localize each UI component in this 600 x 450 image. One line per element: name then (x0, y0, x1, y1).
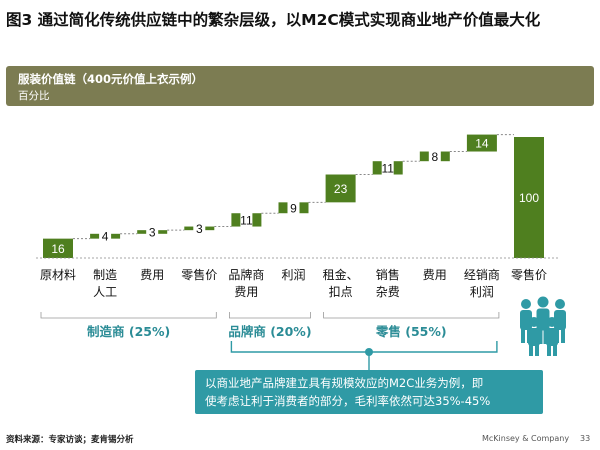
data-label-9: 14 (475, 137, 489, 151)
people-group-icon (520, 296, 566, 356)
category-label-5-0: 利润 (281, 268, 305, 282)
data-label-bg-1 (99, 229, 112, 244)
category-label-3-0: 零售价 (181, 267, 217, 282)
chart-banner: 服装价值链（400元价值上衣示例） 百分比 (6, 66, 594, 106)
callout-line-1: 以商业地产品牌建立具有规模效应的M2C业务为例，即 (205, 376, 484, 390)
banner-title: 服装价值链（400元价值上衣示例） (18, 72, 204, 86)
callout-bracket (230, 341, 498, 353)
category-label-6-1: 扣点 (329, 285, 353, 299)
data-label-bg-7 (381, 160, 394, 175)
category-label-4-1: 费用 (234, 285, 258, 299)
figure-title: 图3 通过简化传统供应链中的繁杂层级，以M2C模式实现商业地产价值最大化 (6, 11, 541, 29)
category-label-8-0: 费用 (423, 268, 447, 282)
category-label-10-0: 零售价 (511, 267, 547, 282)
bar-0 (43, 238, 73, 258)
group-label-1: 品牌商 (20%) (228, 324, 311, 339)
data-label-7: 11 (381, 161, 394, 175)
bar-6 (325, 174, 356, 203)
bar-9 (466, 134, 497, 152)
category-label-4-0: 品牌商 (228, 267, 264, 282)
bar-10 (514, 137, 544, 258)
callout-line-2: 使考虑让利于消费者的部分，毛利率依然可达35%-45% (205, 394, 491, 408)
group-bracket-0 (40, 312, 217, 319)
category-label-9-1: 利润 (470, 285, 494, 299)
category-label-9-0: 经销商 (464, 267, 500, 282)
data-label-10: 100 (519, 191, 539, 205)
category-label-6-0: 租金、 (323, 267, 359, 282)
category-label-0-0: 原材料 (40, 268, 76, 282)
category-label-7-0: 销售 (376, 267, 400, 282)
data-label-bg-8 (428, 149, 441, 164)
data-label-bg-2 (146, 224, 159, 239)
data-label-6: 23 (334, 182, 348, 196)
brand-name: McKinsey & Company (482, 434, 570, 443)
data-label-3: 3 (196, 222, 203, 236)
data-label-bg-3 (193, 221, 206, 236)
callout-dot (365, 348, 373, 356)
data-label-8: 8 (431, 150, 438, 164)
group-bracket-1 (229, 312, 311, 319)
data-label-bg-4 (240, 212, 253, 227)
group-label-2: 零售 (55%) (375, 324, 447, 339)
banner-subtitle: 百分比 (18, 90, 50, 102)
source-note: 资料来源：专家访谈；麦肯锡分析 (6, 435, 134, 445)
data-label-5: 9 (290, 201, 297, 215)
data-label-1: 4 (102, 230, 109, 244)
data-label-bg-5 (287, 200, 300, 215)
category-label-1-1: 人工 (93, 285, 117, 299)
data-label-4: 11 (240, 213, 253, 227)
data-label-2: 3 (149, 225, 156, 239)
data-label-0: 16 (51, 242, 65, 256)
group-label-0: 制造商 (25%) (87, 324, 170, 339)
page-number: 33 (580, 434, 591, 443)
callout-box: 以商业地产品牌建立具有规模效应的M2C业务为例，即 使考虑让利于消费者的部分，毛… (195, 370, 543, 414)
category-label-2-0: 费用 (140, 268, 164, 282)
category-label-1-0: 制造 (93, 268, 117, 282)
group-bracket-2 (323, 312, 500, 319)
category-label-7-1: 杂费 (376, 285, 400, 299)
